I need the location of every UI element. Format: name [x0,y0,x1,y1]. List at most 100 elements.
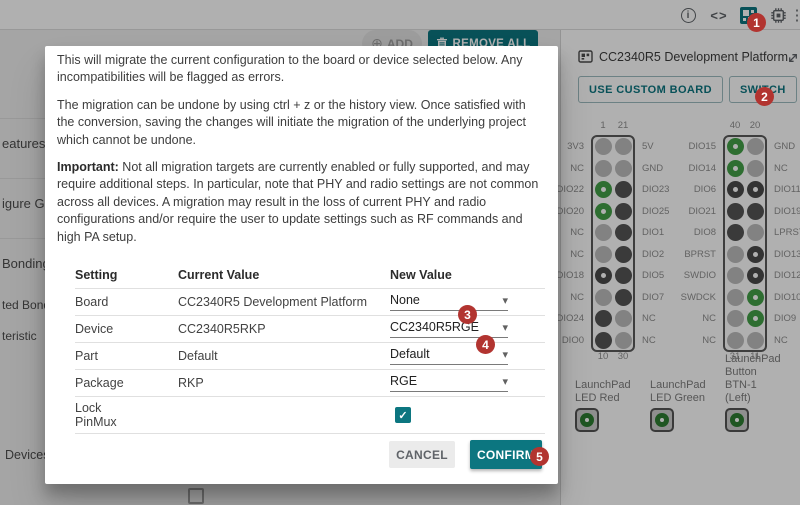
pin-number: 30 [617,351,629,362]
pin-number: 21 [617,120,629,131]
component-pin [725,408,749,432]
sidebar-divider [0,178,46,179]
pin-label: DIO1 [642,227,665,239]
pin-row: DIO20 DIO25 [541,201,685,223]
pin-number: 11 [750,351,760,362]
board-component: LaunchPad Button BTN-1 (Left) [725,353,787,432]
pin-label: GND [642,162,664,174]
pin-label: DIO15 [688,141,716,153]
info-icon[interactable]: i [678,5,698,25]
pin-label: GND [774,141,796,153]
lock-pinmux-checkbox[interactable]: ✓ [395,407,411,424]
dropdown-value: None [390,293,420,308]
pin-number: 40 [729,120,741,131]
pin-gray [594,138,612,156]
pin-dark-dot [746,267,764,285]
pin-label: NC [702,334,716,346]
led-indicator [580,413,594,427]
annotation-badge-5: 5 [530,447,549,466]
cancel-button[interactable]: CANCEL [389,441,455,469]
dialog-paragraph: This will migrate the current configurat… [57,53,523,85]
sidebar-item[interactable]: eatures [2,136,46,151]
pin-connector-right: 40 20 DIO15 GND DIO14 NC DIO6 DIO11 DIO21 DIO19 DI… [673,120,800,367]
sidebar-item[interactable]: Bonding [2,256,50,271]
pin-row: NC DIO7 [541,287,685,309]
add-plus-icon: ⊕ [371,35,383,51]
pin-dark [614,202,632,220]
pin-green-dot [746,310,764,328]
pin-row: NC DIO9 [673,308,800,330]
dropdown-value: RGE [390,374,418,389]
new-value-dropdown[interactable]: CC2340R5RGE ▾ [390,320,508,339]
pin-label: 3V3 [567,141,584,153]
new-value-dropdown[interactable]: None ▾ [390,293,508,312]
pin-gray [614,310,632,328]
new-value-cell: None ▾ [390,289,545,315]
pin-gray [614,331,632,349]
new-value-dropdown[interactable]: RGE ▾ [390,374,508,393]
pin-gray [726,245,744,263]
component-pin [650,408,674,432]
pin-green-dot [726,159,744,177]
sidebar-item[interactable]: Devices [5,448,50,462]
new-value-cell: RGE ▾ [390,370,545,396]
pin-connector-left: 1 21 3V3 5V NC GND DIO22 DIO23 DIO20 DIO25 NC DIO1 N… [541,120,685,367]
pin-dark-dot [726,181,744,199]
pin-label: DIO2 [642,248,665,260]
pin-label: DIO5 [642,270,665,282]
code-icon[interactable]: <> [710,7,728,23]
row-checkbox[interactable] [188,488,204,504]
pin-row: NC DIO1 [541,222,685,244]
table-row: Device CC2340R5RKP CC2340R5RGE ▾ [75,316,545,344]
pin-dark [614,288,632,306]
pin-label: NC [642,334,656,346]
pin-gray [746,159,764,177]
pin-green-dot [594,181,612,199]
pin-label: NC [774,162,788,174]
setting-cell: Lock PinMux [75,401,117,430]
sidebar-item[interactable]: ted Bond [2,298,51,312]
expand-icon[interactable] [787,51,799,69]
component-label: LED Green [650,392,706,404]
pin-gray [726,288,744,306]
sidebar-item[interactable]: teristic [2,329,37,343]
led-indicator [655,413,669,427]
pin-gray [614,138,632,156]
use-custom-board-button[interactable]: USE CUSTOM BOARD [578,76,723,103]
chevron-down-icon: ▾ [502,376,508,389]
pin-gray [594,245,612,263]
annotation-badge-2: 2 [755,87,774,106]
new-value-cell: ✓ [390,403,545,427]
pin-dark [614,181,632,199]
table-row: Board CC2340R5 Development Platform None ▾ [75,289,545,317]
pin-dark [746,202,764,220]
pin-number: 10 [597,351,609,362]
pin-label: DIO24 [556,313,584,325]
setting-cell: Device [75,322,114,337]
pin-row: 3V3 5V [541,136,685,158]
pin-row: DIO24 NC [541,308,685,330]
pin-number: 31 [729,351,741,362]
pin-label: DIO14 [688,162,716,174]
pin-label: DIO6 [693,184,716,196]
annotation-badge-3: 3 [458,305,477,324]
board-title: CC2340R5 Development Platform [599,49,788,64]
pin-gray [746,224,764,242]
pin-green-dot [594,202,612,220]
current-value-cell: CC2340R5 Development Platform [178,295,367,310]
more-menu-icon[interactable]: ⋮ [789,7,800,24]
pin-label: BPRST [684,248,716,260]
device-view-icon[interactable] [768,5,788,25]
component-label: LaunchPad [575,379,631,391]
pin-dark [614,245,632,263]
chevron-down-icon: ▾ [502,295,508,308]
new-value-dropdown[interactable]: Default ▾ [390,347,508,366]
board-component: LaunchPad LED Green [650,379,712,432]
pin-label: DIO11 [774,184,800,196]
chevron-down-icon: ▾ [502,322,508,335]
migration-dialog: This will migrate the current configurat… [45,46,558,484]
current-value-cell: Default [178,349,218,364]
sidebar-item[interactable]: igure G [2,196,45,211]
pin-label: NC [570,291,584,303]
